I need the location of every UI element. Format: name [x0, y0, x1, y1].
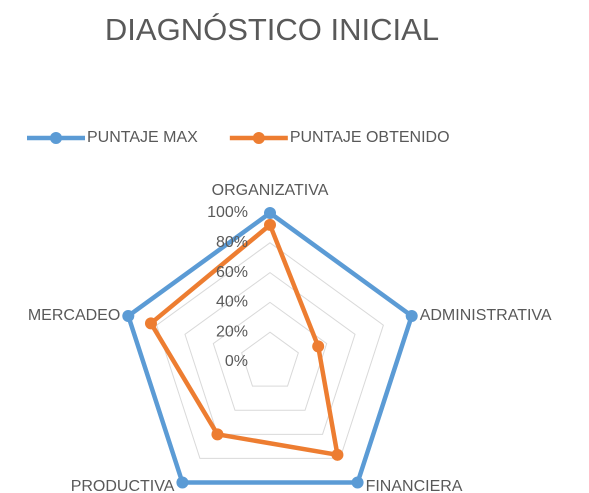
axis-tick-label: 100%: [207, 204, 248, 221]
category-label: MERCADEO: [28, 307, 120, 324]
category-label: ORGANIZATIVA: [212, 182, 329, 199]
legend-marker: [50, 132, 62, 144]
grid-line: [241, 331, 299, 387]
axis-tick-label: 80%: [216, 234, 248, 251]
series-line: [148, 222, 340, 458]
marker: [176, 476, 189, 489]
marker: [122, 309, 135, 322]
marker: [211, 428, 224, 441]
grid-line: [156, 242, 384, 459]
legend-label: PUNTAJE OBTENIDO: [290, 129, 450, 146]
axis-tick-label: 0%: [225, 353, 248, 370]
marker: [312, 340, 325, 353]
marker: [144, 317, 157, 330]
axis-tick-label: 20%: [216, 323, 248, 340]
marker: [264, 218, 276, 231]
chart-title: DIAGNÓSTICO INICIAL: [105, 12, 439, 47]
marker: [405, 309, 418, 322]
grid-line: [212, 301, 328, 411]
grid-line: [184, 271, 356, 435]
series-line: [126, 210, 414, 485]
legend-marker: [252, 132, 265, 144]
axis-tick-label: 40%: [216, 294, 248, 311]
axis-tick-label: 60%: [216, 264, 248, 281]
marker: [331, 448, 344, 461]
legend-label: PUNTAJE MAX: [87, 129, 198, 146]
category-label: ADMINISTRATIVA: [420, 307, 552, 324]
category-label: PRODUCTIVA: [71, 478, 175, 493]
category-label: FINANCIERA: [366, 478, 463, 493]
marker: [351, 476, 364, 489]
marker: [264, 207, 276, 219]
